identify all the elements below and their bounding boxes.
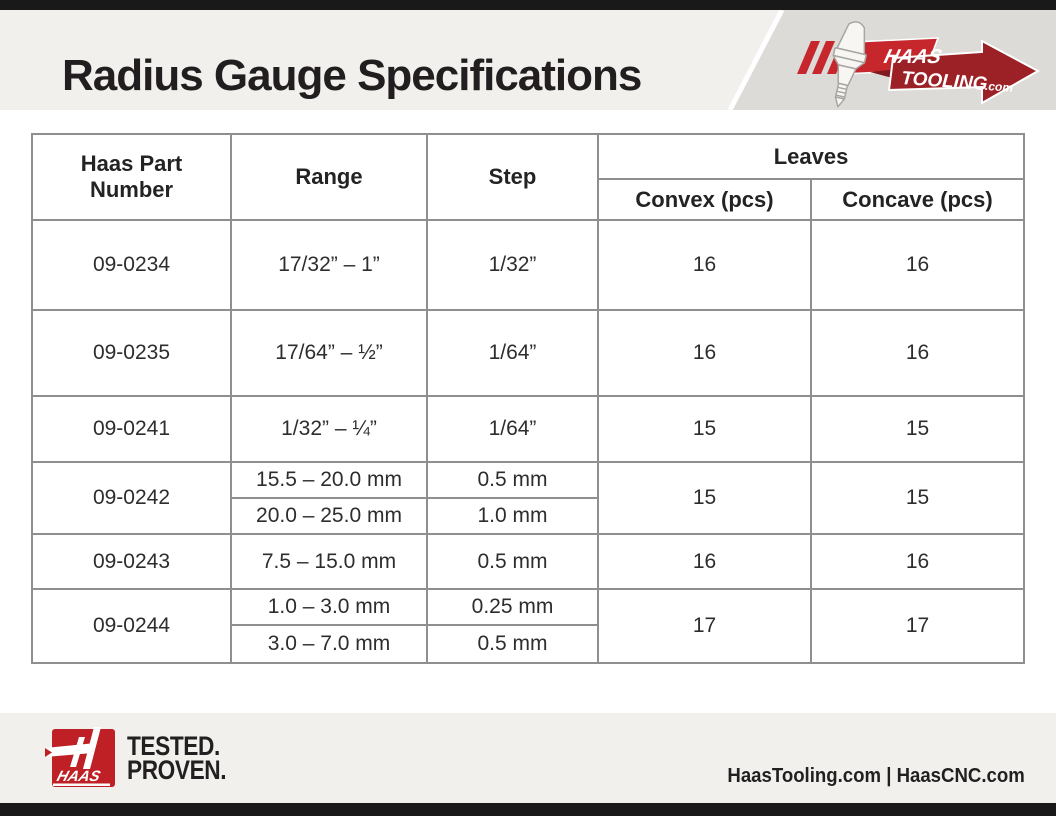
- range-cell: 15.5 – 20.0 mm: [230, 461, 428, 499]
- step-cell: 0.5 mm: [426, 461, 599, 499]
- header-row-top: Haas Part Number Range Step Leaves: [31, 133, 1025, 221]
- table-row: 09-0243 7.5 – 15.0 mm 0.5 mm 16 16: [31, 533, 1025, 590]
- range-cell: 1/32” – ¼”: [230, 395, 428, 463]
- range-cell: 17/64” – ½”: [230, 309, 428, 397]
- spec-table: Haas Part Number Range Step Leaves Conve…: [31, 133, 1025, 664]
- haas-logo-wordmark: HAAS: [55, 768, 103, 785]
- convex-cell: 16: [597, 309, 812, 397]
- top-accent-bar: [0, 0, 1056, 10]
- part-number-cell: 09-0235: [31, 309, 232, 397]
- tagline-line-1: TESTED.: [127, 731, 220, 761]
- step-cell: 0.5 mm: [426, 624, 599, 664]
- range-cell: 7.5 – 15.0 mm: [230, 533, 428, 590]
- col-header-concave: Concave (pcs): [810, 178, 1025, 221]
- main-content: Haas Part Number Range Step Leaves Conve…: [0, 110, 1056, 713]
- range-cell: 3.0 – 7.0 mm: [230, 624, 428, 664]
- col-header-step: Step: [426, 133, 599, 221]
- haas-slash-h-icon: [45, 727, 101, 769]
- bottom-accent-bar: [0, 803, 1056, 816]
- step-cell: 1/64”: [426, 309, 599, 397]
- footer-websites: HaasTooling.com | HaasCNC.com: [727, 765, 1025, 787]
- svg-text:.com: .com: [985, 79, 1014, 95]
- step-cell: 1.0 mm: [426, 497, 599, 535]
- concave-cell: 15: [810, 461, 1025, 535]
- table-body: 09-0234 17/32” – 1” 1/32” 16 16 09-0235 …: [31, 219, 1025, 664]
- range-cell: 17/32” – 1”: [230, 219, 428, 311]
- table-row: 09-0235 17/64” – ½” 1/64” 16 16: [31, 309, 1025, 397]
- step-cell: 0.25 mm: [426, 588, 599, 626]
- header: Radius Gauge Specifications: [0, 10, 1056, 110]
- panel-diagonal-edge: [727, 10, 785, 110]
- part-number-cell: 09-0242: [31, 461, 232, 535]
- convex-cell: 16: [597, 533, 812, 590]
- concave-cell: 15: [810, 395, 1025, 463]
- concave-cell: 16: [810, 309, 1025, 397]
- range-cell: 1.0 – 3.0 mm: [230, 588, 428, 626]
- convex-cell: 15: [597, 461, 812, 535]
- tooling-arrow-shape: [887, 39, 1041, 105]
- table-subrow: 3.0 – 7.0 mm 0.5 mm: [32, 624, 1024, 664]
- part-number-cell: 09-0234: [31, 219, 232, 311]
- part-number-cell: 09-0244: [31, 588, 232, 664]
- haas-wordmark: HAAS: [882, 46, 944, 68]
- col-header-convex: Convex (pcs): [597, 178, 812, 221]
- range-cell: 20.0 – 25.0 mm: [230, 497, 428, 535]
- col-header-leaves: Leaves: [597, 133, 1025, 180]
- haastooling-logo: HAAS TOOLING .com: [727, 10, 1056, 110]
- concave-cell: 17: [810, 588, 1025, 664]
- page-title: Radius Gauge Specifications: [62, 51, 642, 100]
- table-header: Haas Part Number Range Step Leaves Conve…: [31, 133, 1025, 221]
- haas-logo: HAAS: [45, 727, 115, 787]
- header-row-sub: Convex (pcs) Concave (pcs): [32, 178, 1025, 221]
- convex-cell: 17: [597, 588, 812, 664]
- concave-cell: 16: [810, 533, 1025, 590]
- tagline: TESTED. PROVEN.: [127, 731, 227, 785]
- table-row: 09-0241 1/32” – ¼” 1/64” 15 15: [31, 395, 1025, 463]
- tagline-line-2: PROVEN.: [127, 755, 227, 785]
- table-row: 09-0242 15.5 – 20.0 mm 0.5 mm 15 15: [31, 461, 1025, 535]
- step-cell: 0.5 mm: [426, 533, 599, 590]
- step-cell: 1/64”: [426, 395, 599, 463]
- convex-cell: 15: [597, 395, 812, 463]
- step-cell: 1/32”: [426, 219, 599, 311]
- table-subrow: 20.0 – 25.0 mm 1.0 mm: [32, 497, 1024, 535]
- footer-brand-block: HAAS TESTED. PROVEN.: [45, 727, 245, 789]
- part-number-cell: 09-0241: [31, 395, 232, 463]
- part-number-cell: 09-0243: [31, 533, 232, 590]
- convex-cell: 16: [597, 219, 812, 311]
- table-row: 09-0234 17/32” – 1” 1/32” 16 16: [31, 219, 1025, 311]
- concave-cell: 16: [810, 219, 1025, 311]
- toolholder-icon: [832, 21, 867, 108]
- haas-logo-square: [52, 729, 115, 787]
- haas-logo-underline: [53, 783, 110, 786]
- table-row: 09-0244 1.0 – 3.0 mm 0.25 mm 17 17: [31, 588, 1025, 664]
- col-header-part-number: Haas Part Number: [31, 133, 232, 221]
- footer: HAAS TESTED. PROVEN. HaasTooling.com | H…: [0, 713, 1056, 803]
- col-header-range: Range: [230, 133, 428, 221]
